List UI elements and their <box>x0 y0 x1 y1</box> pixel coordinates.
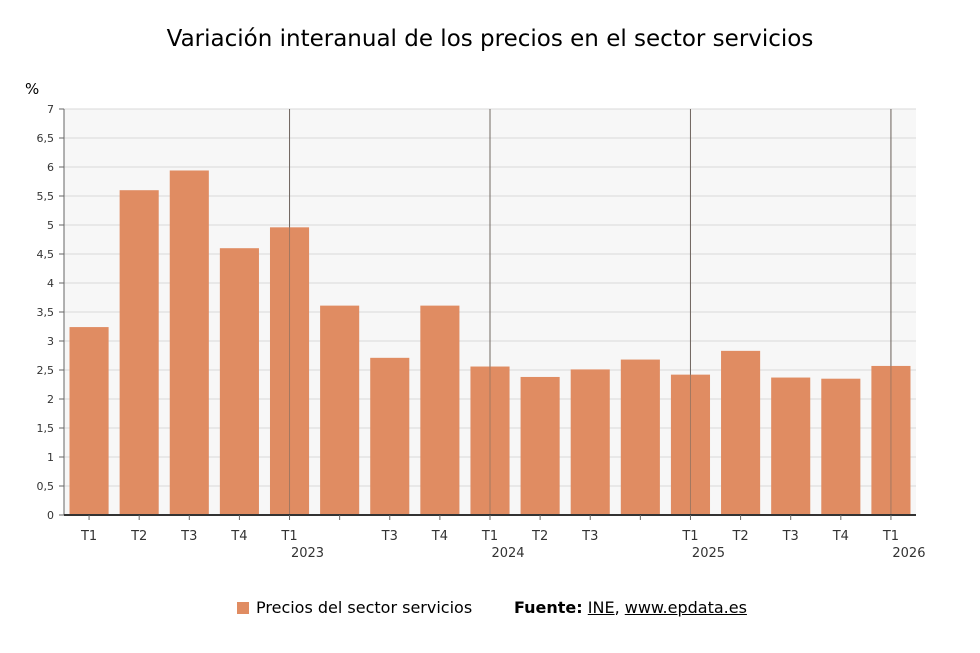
source-label: Fuente: <box>514 598 583 617</box>
source-link-epdata[interactable]: www.epdata.es <box>624 598 747 617</box>
y-tick-label: 4 <box>47 277 54 290</box>
y-tick-label: 3,5 <box>37 306 55 319</box>
x-tick-label: T2 <box>731 529 748 544</box>
x-tick-label: T4 <box>832 529 849 544</box>
y-tick-label: 0 <box>47 509 54 522</box>
y-tick-label: 3 <box>47 335 54 348</box>
x-tick-label: T4 <box>431 529 448 544</box>
x-tick-label: T1 <box>882 529 899 544</box>
bar <box>320 305 360 515</box>
x-tick-label: T3 <box>180 529 197 544</box>
chart-title: Variación interanual de los precios en e… <box>166 26 814 52</box>
y-tick-label: 2,5 <box>37 364 55 377</box>
x-year-label: 2023 <box>291 546 324 561</box>
bar <box>370 357 410 515</box>
y-tick-label: 5 <box>47 219 54 232</box>
legend: Precios del sector servicios <box>237 598 472 617</box>
x-tick-label: T3 <box>581 529 598 544</box>
source-separator: , <box>614 598 620 617</box>
x-tick-label: T3 <box>381 529 398 544</box>
bar <box>420 305 460 515</box>
source-note: Fuente: INE, www.epdata.es <box>514 598 747 617</box>
bar <box>771 377 811 515</box>
x-tick-label: T3 <box>782 529 799 544</box>
bar <box>620 359 660 515</box>
x-year-label: 2026 <box>892 546 925 561</box>
bar <box>69 327 109 515</box>
x-tick-label: T2 <box>531 529 548 544</box>
legend-swatch <box>237 601 249 614</box>
bar <box>169 170 209 516</box>
x-tick-label: T1 <box>481 529 498 544</box>
y-tick-label: 7 <box>47 103 54 116</box>
bar <box>219 248 259 515</box>
y-tick-label: 5,5 <box>37 190 55 203</box>
legend-label: Precios del sector servicios <box>256 598 473 617</box>
bar <box>721 350 761 515</box>
x-year-label: 2025 <box>692 546 725 561</box>
y-tick-label: 1 <box>47 451 54 464</box>
y-tick-label: 1,5 <box>37 422 55 435</box>
source-link-ine[interactable]: INE <box>587 598 615 617</box>
y-axis-unit-label: % <box>25 80 40 98</box>
x-tick-label: T1 <box>681 529 698 544</box>
y-tick-label: 0,5 <box>37 480 55 493</box>
x-tick-label: T4 <box>230 529 247 544</box>
y-tick-label: 2 <box>47 393 54 406</box>
y-tick-label: 4,5 <box>37 248 55 261</box>
x-tick-label: T2 <box>130 529 147 544</box>
bar <box>520 376 560 515</box>
bar <box>570 369 610 515</box>
bar <box>821 378 861 515</box>
bar <box>119 190 159 515</box>
x-year-label: 2024 <box>491 546 524 561</box>
x-tick-label: T1 <box>80 529 97 544</box>
y-tick-label: 6,5 <box>37 132 55 145</box>
x-tick-label: T1 <box>280 529 297 544</box>
y-tick-label: 6 <box>47 161 54 174</box>
